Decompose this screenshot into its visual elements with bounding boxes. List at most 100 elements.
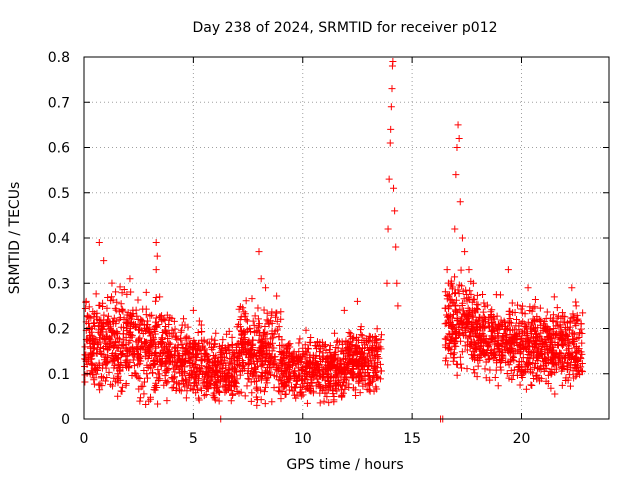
data-point	[215, 357, 223, 365]
data-point	[153, 252, 161, 260]
data-point	[474, 362, 482, 370]
data-point	[142, 325, 150, 333]
data-point	[243, 382, 251, 390]
data-point	[457, 266, 465, 274]
data-point	[579, 309, 587, 317]
data-point	[554, 322, 562, 330]
data-point	[145, 351, 153, 359]
data-point	[107, 380, 115, 388]
data-point	[453, 144, 461, 151]
data-point	[179, 350, 187, 358]
data-point	[316, 382, 324, 390]
data-point	[219, 360, 227, 368]
data-point	[152, 297, 160, 305]
data-point	[452, 296, 460, 304]
data-point	[161, 367, 169, 375]
data-point	[244, 375, 252, 383]
data-point	[182, 394, 190, 402]
data-point	[568, 284, 576, 292]
data-point	[289, 387, 297, 395]
data-point	[143, 370, 151, 378]
data-point	[337, 360, 345, 368]
data-point	[87, 359, 95, 367]
data-point	[171, 325, 179, 333]
data-point	[316, 348, 324, 356]
data-point	[463, 338, 471, 346]
data-point	[120, 330, 128, 338]
data-point	[152, 318, 160, 326]
data-point	[549, 311, 557, 319]
data-point	[529, 304, 537, 312]
data-point	[480, 333, 488, 341]
data-point	[519, 337, 527, 345]
data-point	[278, 361, 286, 369]
data-point	[484, 342, 492, 350]
data-point	[343, 365, 351, 373]
data-point	[205, 355, 213, 363]
data-point	[168, 314, 176, 322]
data-point	[142, 353, 150, 361]
data-point	[550, 324, 558, 332]
data-point	[499, 352, 507, 360]
data-point	[178, 321, 186, 329]
data-point	[192, 375, 200, 383]
data-point	[463, 365, 471, 373]
data-point	[242, 297, 250, 305]
data-point	[186, 370, 194, 378]
data-point	[259, 372, 267, 380]
data-point	[546, 368, 554, 376]
data-point	[516, 381, 524, 389]
data-point	[482, 358, 490, 366]
data-point	[327, 382, 335, 390]
data-point	[445, 330, 453, 338]
data-point	[483, 349, 491, 357]
data-point	[501, 322, 509, 330]
data-point	[163, 311, 171, 319]
data-point	[155, 370, 163, 378]
data-point	[441, 335, 449, 343]
data-point	[84, 353, 92, 361]
data-point	[265, 351, 273, 359]
data-point	[151, 328, 159, 336]
y-tick-label: 0.7	[48, 95, 70, 111]
data-point	[204, 385, 212, 393]
data-point	[540, 361, 548, 369]
data-point	[572, 298, 580, 306]
data-point	[127, 288, 135, 296]
data-point	[277, 351, 285, 359]
data-point	[215, 397, 223, 405]
data-point	[441, 288, 449, 296]
data-point	[524, 361, 532, 369]
data-point	[129, 343, 137, 351]
data-point	[248, 341, 256, 349]
data-point	[248, 295, 256, 303]
data-point	[389, 58, 397, 66]
data-point	[504, 266, 512, 274]
data-point	[192, 351, 200, 359]
data-point	[290, 391, 298, 399]
data-point	[267, 317, 275, 325]
data-point	[126, 349, 134, 357]
data-point	[472, 330, 480, 338]
data-point	[451, 225, 459, 233]
data-point	[148, 369, 156, 377]
data-point	[194, 340, 202, 348]
data-point	[349, 374, 357, 382]
data-point	[182, 358, 190, 366]
data-point	[472, 342, 480, 350]
x-tick-label: 10	[294, 431, 312, 447]
data-point	[235, 350, 243, 358]
data-point	[505, 310, 513, 318]
data-point	[574, 315, 582, 323]
data-point	[262, 357, 270, 365]
data-point	[513, 332, 521, 340]
data-point	[224, 384, 232, 392]
data-point	[577, 320, 585, 328]
data-point	[531, 296, 539, 304]
data-point	[225, 386, 233, 394]
data-point	[136, 326, 144, 334]
data-point	[578, 360, 586, 368]
data-point	[312, 352, 320, 360]
data-point	[458, 321, 466, 329]
data-point	[452, 328, 460, 336]
